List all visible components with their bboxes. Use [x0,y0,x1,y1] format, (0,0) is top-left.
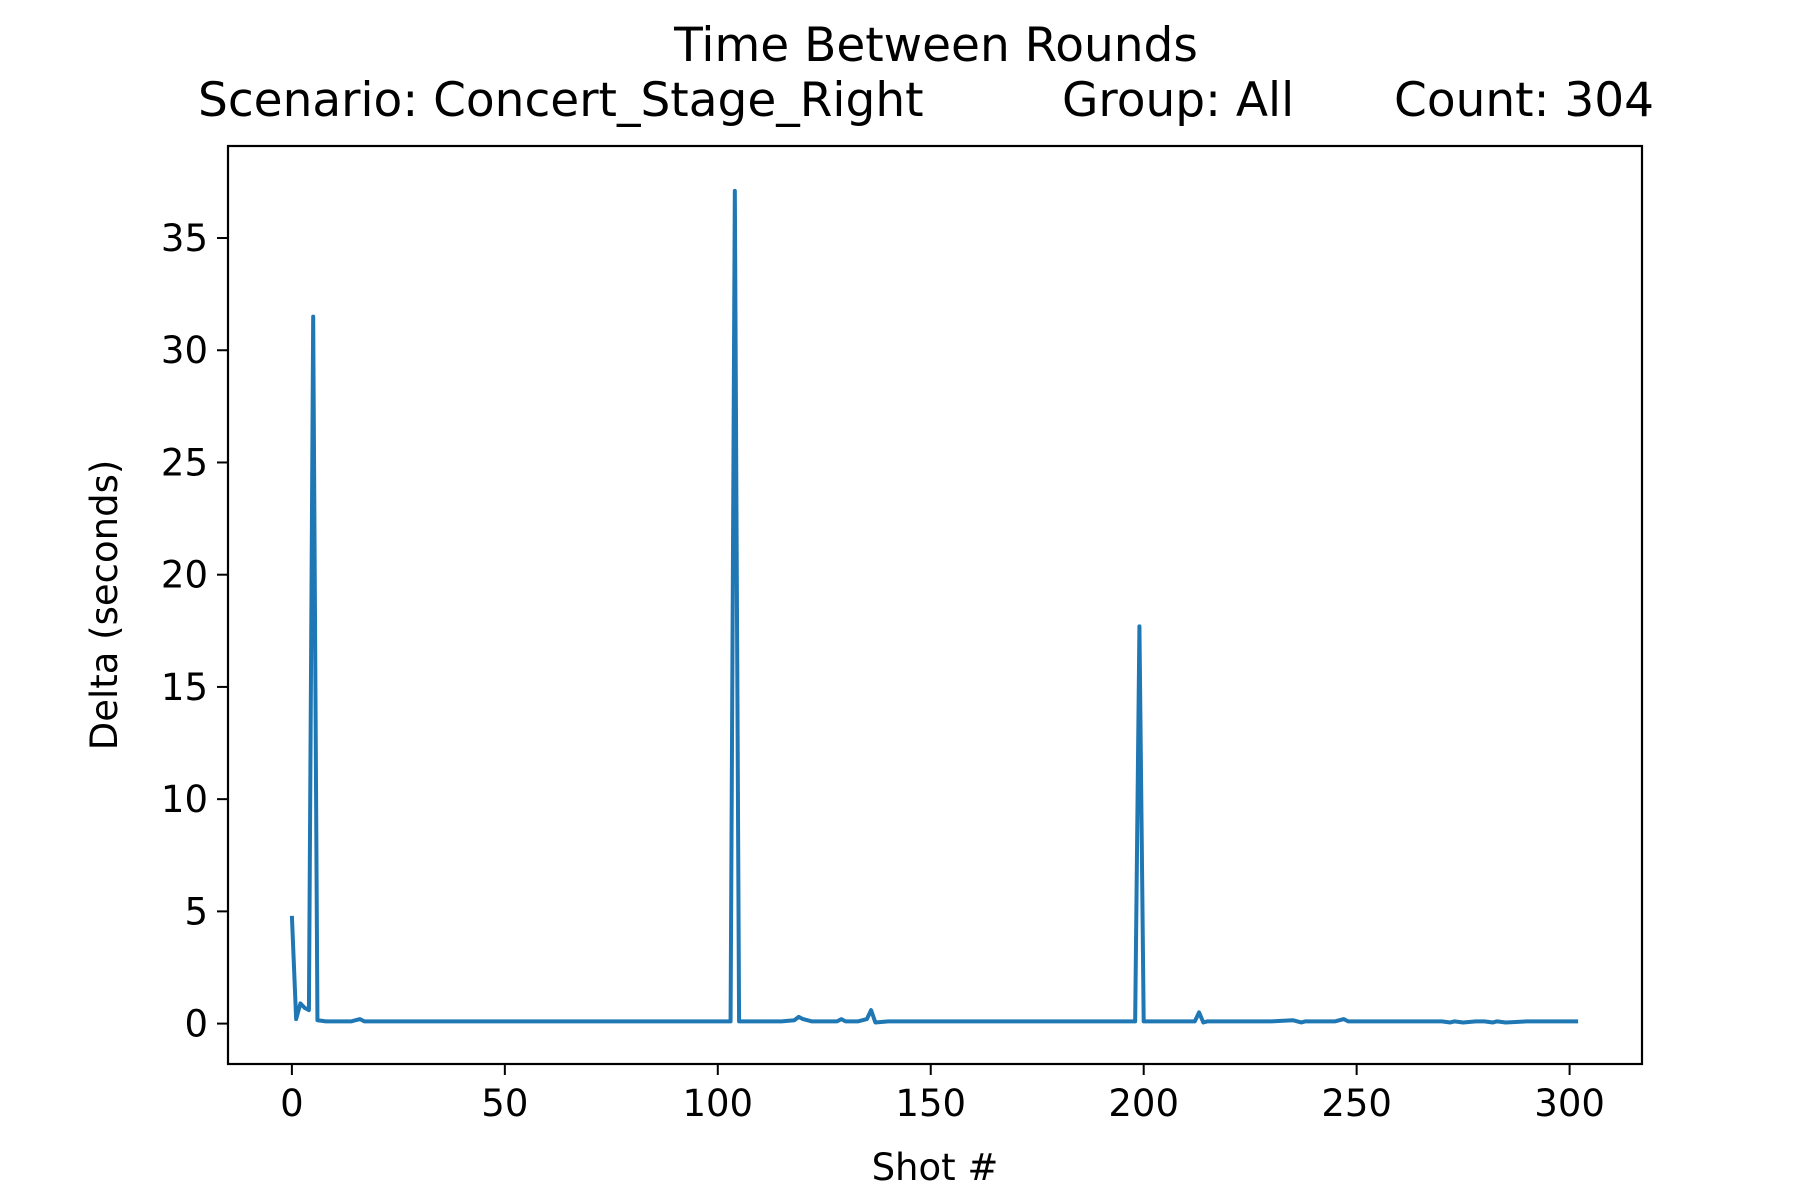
plot-area-frame [226,144,1644,1066]
x-tick-label: 200 [1108,1082,1179,1125]
chart-subtitle-group: Group: All [1062,73,1294,128]
series-line-0 [289,188,1579,1025]
y-tick-label: 30 [161,329,208,372]
x-tick-label: 150 [895,1082,966,1125]
chart-subtitle-count: Count: 304 [1394,73,1654,128]
y-tick-label: 35 [161,217,208,260]
x-tick-label: 250 [1321,1082,1392,1125]
x-tick-label: 0 [280,1082,304,1125]
chart-title: Time Between Rounds [673,18,1198,73]
y-tick-label: 5 [184,890,208,933]
y-axis-label: Delta (seconds) [83,460,126,751]
series-group [289,188,1579,1025]
y-tick-label: 10 [161,778,208,821]
x-axis-label: Shot # [872,1146,999,1189]
x-tick-label: 50 [481,1082,528,1125]
y-tick-label: 15 [161,666,208,709]
chart-subtitle-scenario: Scenario: Concert_Stage_Right [198,73,924,128]
y-tick-label: 0 [184,1003,208,1046]
x-tick-label: 300 [1534,1082,1605,1125]
chart-title-group: Time Between Rounds Scenario: Concert_St… [198,18,1654,128]
y-tick-label: 25 [161,441,208,484]
axis-ticks: 0 50 100 150 200 250 300 0 5 10 15 20 25 30 35 [161,217,1605,1125]
y-tick-label: 20 [161,554,208,597]
x-tick-label: 100 [682,1082,753,1125]
